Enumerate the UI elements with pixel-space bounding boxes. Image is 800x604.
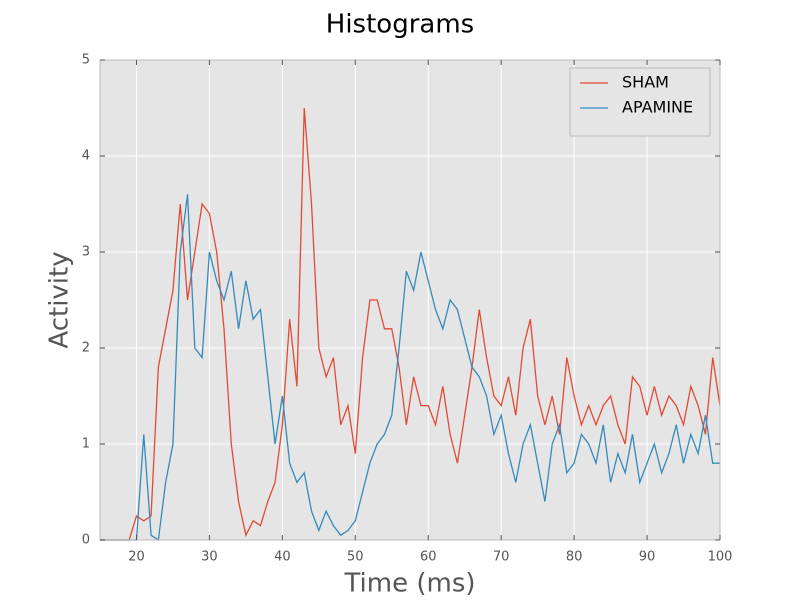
x-tick-label: 60 — [420, 550, 437, 565]
legend-label: SHAM — [622, 73, 669, 92]
y-tick-label: 1 — [82, 437, 90, 452]
data-line — [100, 107, 721, 541]
x-tick-label: 80 — [566, 550, 583, 565]
x-tick-label: 40 — [274, 550, 291, 565]
y-tick-label: 0 — [82, 533, 90, 548]
plot-frame — [99, 59, 721, 541]
y-tick-label: 5 — [82, 53, 90, 68]
data-line — [100, 194, 720, 542]
x-tick-label: 30 — [201, 550, 218, 565]
y-axis-label: Activity — [45, 251, 75, 348]
y-tick-label: 4 — [82, 149, 90, 164]
x-axis-label: Time (ms) — [343, 569, 475, 599]
legend-box — [569, 67, 711, 137]
chart-title: Histograms — [326, 10, 474, 40]
y-tick-label: 2 — [82, 341, 90, 356]
x-tick-label: 20 — [128, 550, 145, 565]
x-tick-label: 90 — [639, 550, 656, 565]
y-tick-label: 3 — [82, 245, 90, 260]
x-tick-label: 50 — [347, 550, 364, 565]
x-tick-label: 100 — [708, 550, 733, 565]
legend-label: APAMINE — [622, 98, 693, 117]
x-tick-label: 70 — [493, 550, 510, 565]
